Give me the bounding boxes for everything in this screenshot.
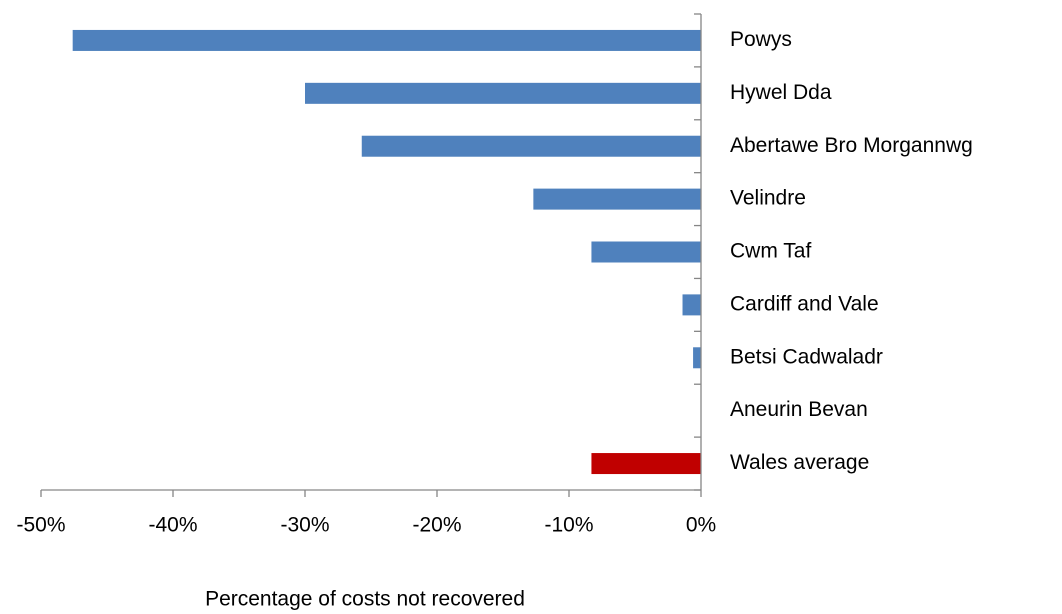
bar: [305, 82, 701, 104]
x-tick-label: -10%: [544, 514, 593, 537]
category-label: Velindre: [730, 187, 806, 210]
category-label: Betsi Cadwaladr: [730, 345, 883, 368]
x-axis-title: Percentage of costs not recovered: [205, 588, 525, 611]
category-label: Cardiff and Vale: [730, 292, 879, 315]
bar: [693, 347, 701, 369]
x-tick-label: -30%: [280, 514, 329, 537]
x-tick-label: -20%: [412, 514, 461, 537]
bar: [361, 135, 701, 157]
x-tick-label: 0%: [686, 514, 716, 537]
bar: [72, 29, 702, 51]
x-tick-label: -50%: [16, 514, 65, 537]
category-label: Powys: [730, 28, 792, 51]
category-label: Hywel Dda: [730, 81, 832, 104]
bar: [533, 188, 701, 210]
category-label: Abertawe Bro Morgannwg: [730, 134, 973, 157]
x-tick-label: -40%: [148, 514, 197, 537]
bar: [591, 241, 701, 263]
bar: [682, 294, 701, 316]
category-label: Wales average: [730, 451, 869, 474]
category-label: Aneurin Bevan: [730, 398, 868, 421]
bar: [591, 453, 701, 475]
category-label: Cwm Taf: [730, 240, 811, 263]
